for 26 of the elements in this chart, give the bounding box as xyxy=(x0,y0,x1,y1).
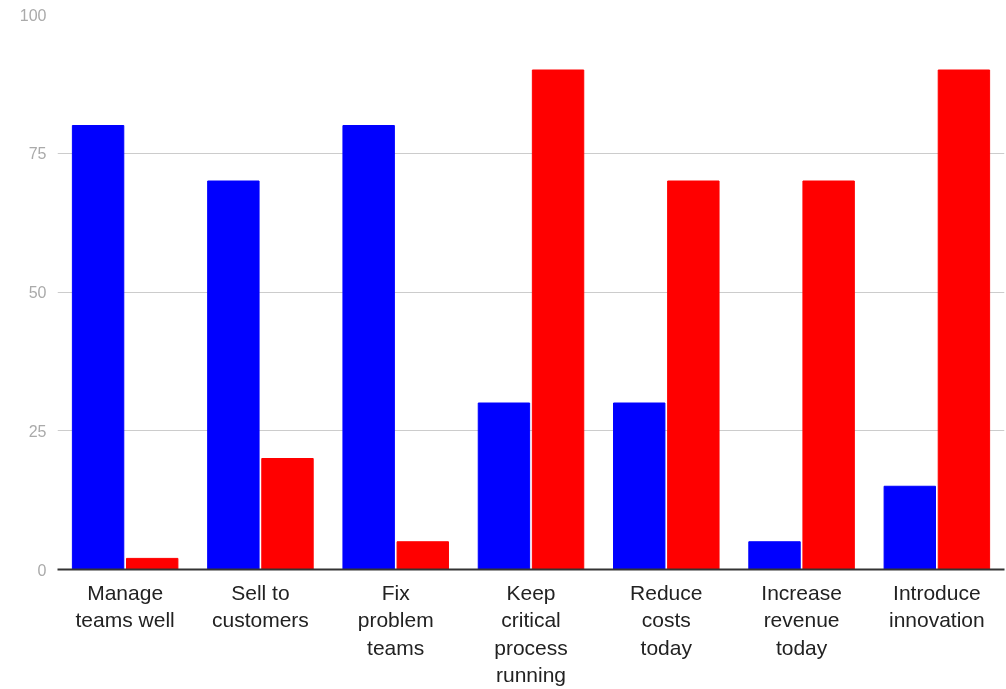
bar xyxy=(613,402,666,570)
bar xyxy=(531,69,585,570)
x-tick-label: Introduce innovation xyxy=(888,580,985,632)
bar xyxy=(667,180,720,570)
bar xyxy=(71,125,125,570)
bar xyxy=(937,69,991,570)
x-tick-label: Increase revenue today xyxy=(761,580,842,659)
x-tick-label: Keep critical process running xyxy=(494,580,568,687)
bar xyxy=(883,485,936,570)
bar xyxy=(396,541,449,570)
bar xyxy=(126,557,179,570)
bar xyxy=(477,402,531,570)
y-tick-label: 75 xyxy=(28,145,47,163)
y-tick-label: 25 xyxy=(28,422,47,440)
x-tick-label: Fix problem teams xyxy=(357,580,434,659)
x-tick-label: Sell to customers xyxy=(212,580,309,632)
x-tick-label: Reduce costs today xyxy=(630,580,703,659)
bar xyxy=(748,541,801,570)
bar xyxy=(342,125,395,570)
bar xyxy=(261,458,314,570)
y-tick-label: 50 xyxy=(28,284,47,301)
x-tick-label: Manage teams well xyxy=(75,580,175,632)
bar xyxy=(207,180,260,570)
y-tick-label: 0 xyxy=(37,561,47,579)
bar xyxy=(802,180,855,570)
y-tick-label: 100 xyxy=(19,6,47,24)
